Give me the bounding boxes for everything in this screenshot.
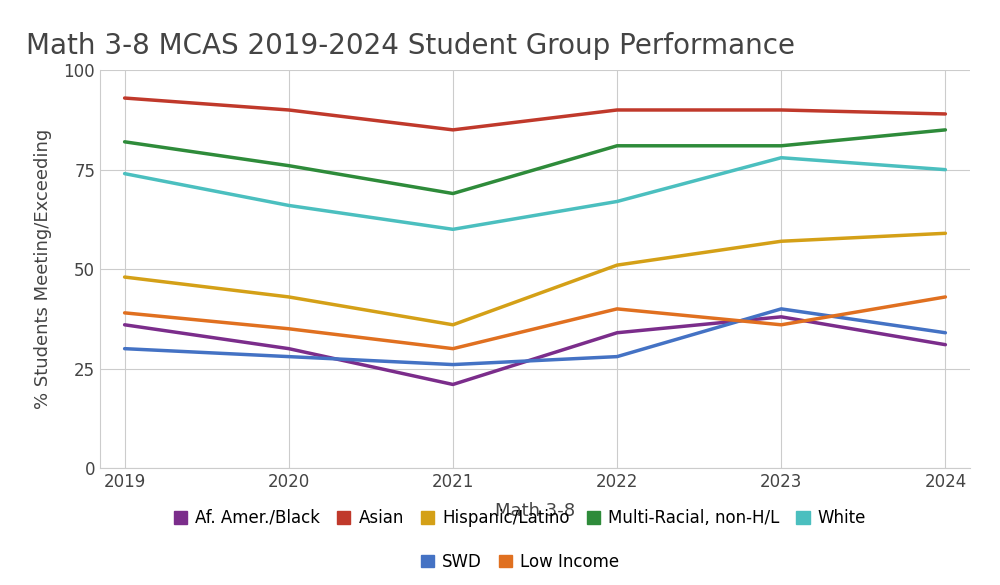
Text: Math 3-8 MCAS 2019-2024 Student Group Performance: Math 3-8 MCAS 2019-2024 Student Group Pe… bbox=[26, 32, 795, 60]
Legend: SWD, Low Income: SWD, Low Income bbox=[420, 553, 620, 571]
Y-axis label: % Students Meeting/Exceeding: % Students Meeting/Exceeding bbox=[34, 129, 52, 410]
X-axis label: Math 3-8: Math 3-8 bbox=[495, 502, 575, 520]
Legend: Af. Amer./Black, Asian, Hispanic/Latino, Multi-Racial, non-H/L, White: Af. Amer./Black, Asian, Hispanic/Latino,… bbox=[174, 509, 866, 527]
